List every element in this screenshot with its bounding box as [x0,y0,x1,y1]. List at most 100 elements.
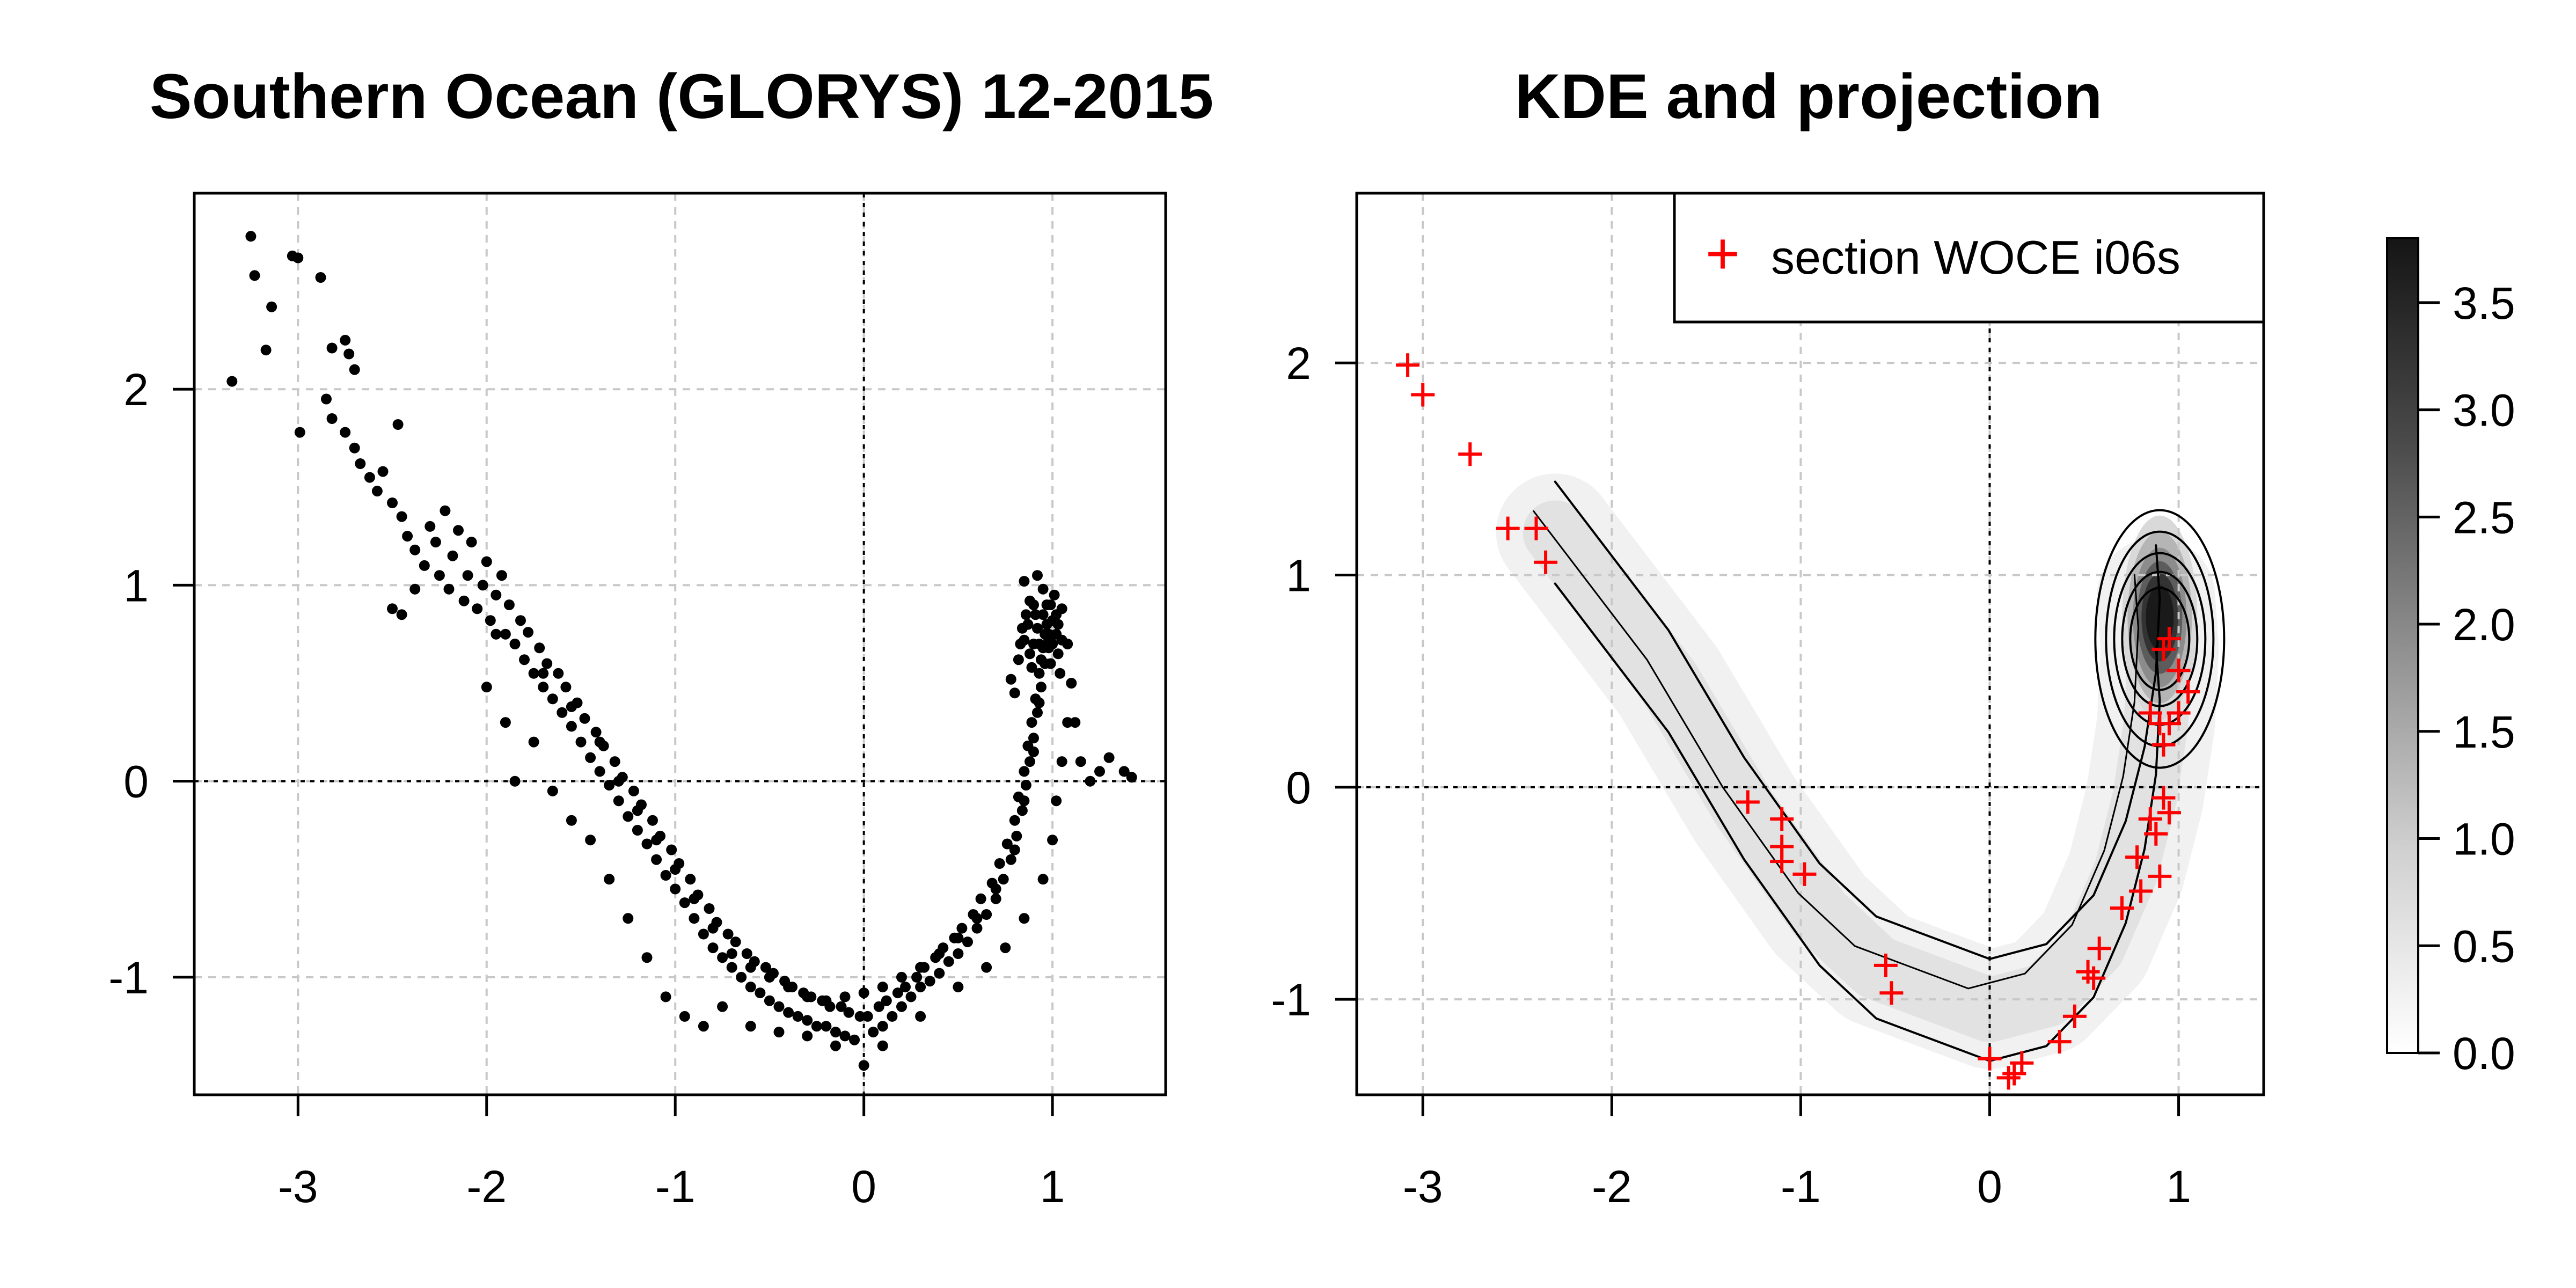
scatter-point [1045,658,1056,669]
scatter-point [557,707,568,718]
scatter-point [1037,874,1049,885]
scatter-point [689,913,700,924]
section-point [2167,701,2191,725]
scatter-point [892,987,903,999]
section-point [2144,822,2168,846]
section-point [2138,807,2162,831]
x-tick-label: -1 [655,1161,696,1212]
scatter-point [1036,654,1046,665]
scatter-point [1118,766,1130,777]
scatter-point [1001,838,1013,850]
scatter-point [472,603,483,614]
scatter-point [915,1011,926,1022]
scatter-point [1028,746,1039,757]
scatter-point [1030,609,1041,620]
scatter-point [1052,619,1064,630]
scatter-point [447,550,458,561]
scatter-point [934,968,945,979]
section-point [1396,353,1420,377]
scatter-point [387,497,398,508]
scatter-point [425,521,436,532]
scatter-point [1126,772,1137,783]
section-point [2148,712,2172,736]
scatter-point [500,717,511,728]
scatter-point [1103,752,1115,763]
density-contour [1554,582,2161,1062]
scatter-point [821,995,832,1006]
scatter-point [538,668,549,679]
scatter-point [1009,844,1020,855]
scatter-point [409,544,421,555]
scatter-point [585,752,596,763]
scatter-point [519,654,530,665]
section-point [1978,1046,2002,1071]
scatter-point [528,736,539,748]
scatter-point [349,442,360,453]
scatter-point [726,948,737,959]
scatter-point [745,982,756,993]
scatter-point [434,570,445,581]
scatter-point [971,913,983,924]
scatter-point [839,1030,851,1042]
scatter-point [245,231,257,242]
scatter-point [632,805,643,816]
scatter-point [1005,674,1016,685]
scatter-point [868,1027,879,1038]
colorbar-tick-label: 3.0 [2453,385,2515,436]
scatter-point [704,903,715,914]
density-band-mid [1523,500,2192,1042]
section-point [2010,1051,2034,1075]
scatter-point [575,736,587,748]
section-point [2047,1030,2072,1054]
scatter-point [745,1021,756,1032]
section-point [1524,516,1548,540]
scatter-point [566,815,577,826]
left-y-axis: -1 0 1 2 [108,364,194,1003]
scatter-point [292,252,304,264]
scatter-point [811,1021,822,1032]
scatter-point [707,923,719,934]
scatter-point [485,615,496,626]
section-point [1458,442,1482,466]
scatter-point [321,393,332,405]
scatter-point [1034,639,1045,649]
scatter-point [849,1034,860,1045]
scatter-point [998,874,1009,885]
scatter-point [1024,756,1035,767]
scatter-point [500,628,511,640]
scatter-point [1043,642,1055,654]
scatter-point [792,1011,803,1022]
colorbar-tick-label: 0.0 [2453,1028,2515,1079]
scatter-point [462,570,473,581]
scatter-point [1020,609,1031,620]
colorbar-tick-label: 2.5 [2453,492,2515,543]
scatter-point [1034,668,1045,679]
scatter-point [821,1021,832,1032]
scatter-point [491,628,502,640]
scatter-point [491,589,502,601]
scatter-point [1019,576,1030,587]
scatter-point [962,936,973,948]
scatter-point [579,713,590,724]
scatter-point [430,537,441,548]
scatter-point [1019,795,1030,807]
scatter-point [666,844,677,855]
section-point [2062,1004,2087,1028]
left-chart-title: Southern Ocean (GLORYS) 12-2015 [150,61,1214,132]
scatter-point [547,693,558,705]
x-tick-label: -2 [466,1161,507,1212]
scatter-point [783,982,794,993]
scatter-point [377,466,389,477]
y-tick-label: 1 [123,560,149,611]
scatter-point [1056,634,1067,646]
scatter-point [1024,648,1035,660]
scatter-point [911,971,923,983]
scatter-point [1040,628,1051,640]
scatter-point [613,795,624,807]
colorbar-ticks: 0.0 0.5 1.0 1.5 2.0 2.5 3.0 3.5 [2418,278,2515,1079]
section-point [1770,807,1794,831]
scatter-point [862,1011,873,1022]
scatter-point [260,345,272,356]
scatter-point [698,928,709,940]
section-point [2151,733,2176,757]
